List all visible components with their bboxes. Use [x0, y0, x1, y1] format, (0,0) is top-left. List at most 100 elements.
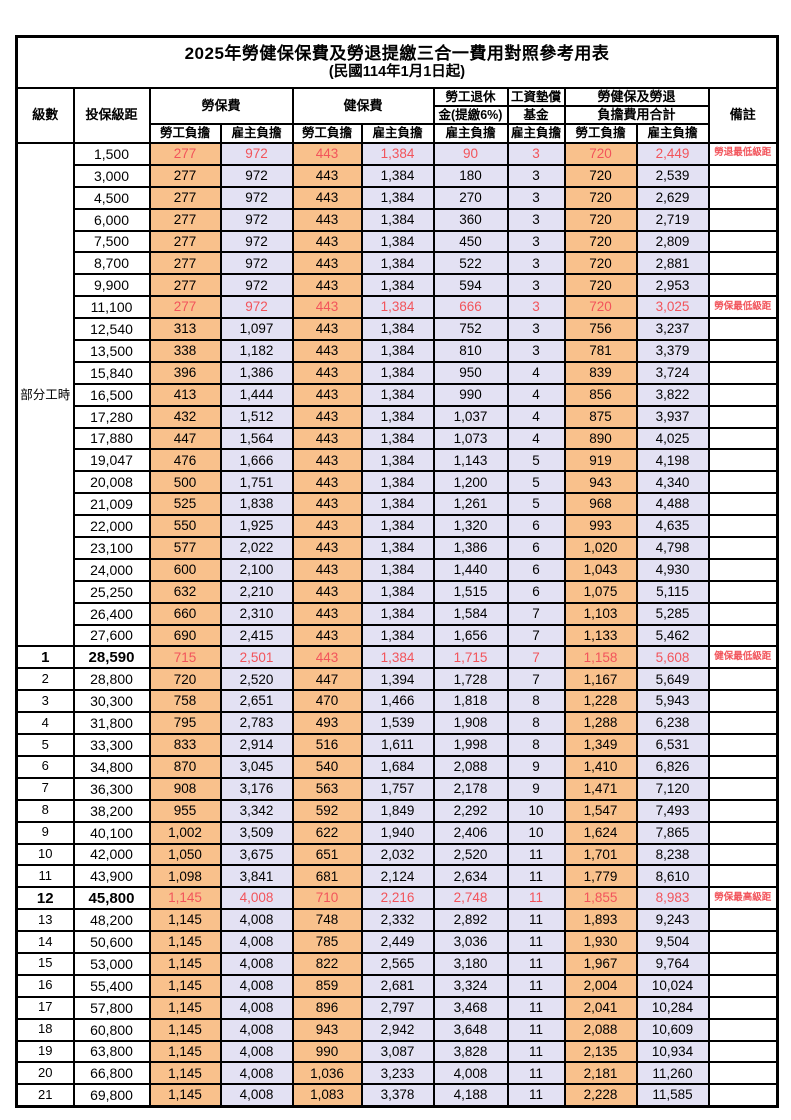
value-cell: 1,384 [360, 317, 435, 342]
bracket-cell: 31,800 [72, 711, 151, 736]
value-cell: 2,216 [360, 886, 435, 911]
value-cell: 758 [148, 689, 222, 714]
level-cell: 14 [15, 930, 75, 954]
bracket-cell: 26,400 [72, 601, 151, 626]
remark-cell [707, 448, 779, 473]
value-cell: 990 [432, 382, 509, 407]
value-cell: 3,342 [219, 798, 294, 823]
value-cell: 3 [506, 339, 566, 363]
value-cell: 3 [506, 317, 566, 342]
value-cell: 2,942 [360, 1017, 435, 1042]
value-cell: 2,681 [360, 973, 435, 998]
table-row: 19,047 476 1,666 443 1,384 1,143 5 919 4,198 [17, 448, 779, 473]
col-header-total-line1: 勞健保及勞退 [563, 87, 710, 107]
value-cell: 270 [432, 185, 509, 210]
value-cell: 4 [506, 360, 566, 385]
value-cell: 990 [291, 1039, 363, 1064]
value-cell: 277 [148, 185, 222, 210]
value-cell: 972 [219, 251, 294, 276]
value-cell: 2,228 [563, 1083, 638, 1108]
value-cell: 2,178 [432, 776, 509, 801]
value-cell: 396 [148, 360, 222, 385]
value-cell: 2,449 [360, 930, 435, 954]
value-cell: 1,855 [563, 886, 638, 911]
value-cell: 7 [506, 601, 566, 626]
value-cell: 432 [148, 404, 222, 429]
table-row: 3 30,300 758 2,651 470 1,466 1,818 8 1,228 5,943 [15, 689, 779, 714]
value-cell: 1,384 [360, 536, 435, 560]
value-cell: 1,043 [563, 557, 638, 582]
value-cell: 11,260 [635, 1061, 710, 1086]
value-cell: 2,135 [563, 1039, 638, 1064]
table-row: 10 42,000 1,050 3,675 651 2,032 2,520 11 1,701 8,… [15, 842, 779, 867]
value-cell: 1,145 [148, 1039, 222, 1064]
value-cell: 1,384 [360, 601, 435, 626]
value-cell: 9,243 [635, 908, 710, 933]
col-header-wage-fund-line1: 工資墊償 [506, 87, 566, 107]
value-cell: 972 [219, 207, 294, 232]
table-row: 25,250 632 2,210 443 1,384 1,515 6 1,075 5,115 [17, 579, 779, 604]
value-cell: 1,611 [360, 733, 435, 757]
value-cell: 1,020 [563, 536, 638, 560]
value-cell: 11 [506, 1039, 566, 1064]
value-cell: 795 [148, 711, 222, 736]
value-cell: 1,182 [219, 339, 294, 363]
value-cell: 2,520 [432, 842, 509, 867]
value-cell: 525 [148, 492, 222, 517]
value-cell: 1,384 [360, 579, 435, 604]
table-row: 17,880 447 1,564 443 1,384 1,073 4 890 4,025 [17, 426, 779, 451]
value-cell: 715 [148, 645, 222, 670]
value-cell: 4,340 [635, 470, 710, 495]
value-cell: 11,585 [635, 1083, 710, 1108]
table-row: 26,400 660 2,310 443 1,384 1,584 7 1,103 5,285 [17, 601, 779, 626]
remark-cell [707, 1017, 779, 1042]
subheader-total-employee: 勞工負擔 [563, 123, 638, 144]
bracket-cell: 40,100 [72, 820, 151, 845]
value-cell: 1,925 [219, 514, 294, 539]
table-row: 20 66,800 1,145 4,008 1,036 3,233 4,008 11 2,181… [15, 1061, 779, 1086]
value-cell: 11 [506, 864, 566, 889]
value-cell: 4,008 [219, 973, 294, 998]
value-cell: 10,284 [635, 995, 710, 1020]
value-cell: 1,384 [360, 339, 435, 363]
value-cell: 1,757 [360, 776, 435, 801]
table-row: 17 57,800 1,145 4,008 896 2,797 3,468 11 2,041 10… [15, 995, 779, 1020]
value-cell: 748 [291, 908, 363, 933]
value-cell: 3 [506, 207, 566, 232]
remark-cell [707, 601, 779, 626]
table-row: 18 60,800 1,145 4,008 943 2,942 3,648 11 2,088 10… [15, 1017, 779, 1042]
table-row: 4,500 277 972 443 1,384 270 3 720 2,629 [17, 185, 779, 210]
value-cell: 2,881 [635, 251, 710, 276]
value-cell: 1,158 [563, 645, 638, 670]
value-cell: 3,176 [219, 776, 294, 801]
table-row: 21,009 525 1,838 443 1,384 1,261 5 968 4,488 [17, 492, 779, 517]
value-cell: 1,036 [291, 1061, 363, 1086]
value-cell: 443 [291, 273, 363, 298]
value-cell: 632 [148, 579, 222, 604]
value-cell: 11 [506, 886, 566, 911]
value-cell: 2,797 [360, 995, 435, 1020]
value-cell: 1,684 [360, 754, 435, 779]
remark-cell: 勞保最高級距 [707, 886, 779, 911]
value-cell: 2,032 [360, 842, 435, 867]
value-cell: 447 [291, 667, 363, 692]
col-header-total-line2: 負擔費用合計 [563, 105, 710, 125]
value-cell: 563 [291, 776, 363, 801]
bracket-cell: 15,840 [72, 360, 151, 385]
table-row: 14 50,600 1,145 4,008 785 2,449 3,036 11 1,930 9,… [15, 930, 779, 954]
value-cell: 1,940 [360, 820, 435, 845]
value-cell: 2,406 [432, 820, 509, 845]
bracket-cell: 66,800 [72, 1061, 151, 1086]
value-cell: 5,462 [635, 623, 710, 648]
value-cell: 781 [563, 339, 638, 363]
value-cell: 908 [148, 776, 222, 801]
value-cell: 2,022 [219, 536, 294, 560]
value-cell: 3 [506, 163, 566, 188]
remark-cell [707, 1039, 779, 1064]
value-cell: 1,145 [148, 1017, 222, 1042]
value-cell: 2,565 [360, 951, 435, 976]
value-cell: 443 [291, 426, 363, 451]
value-cell: 972 [219, 229, 294, 254]
value-cell: 447 [148, 426, 222, 451]
value-cell: 2,088 [432, 754, 509, 779]
